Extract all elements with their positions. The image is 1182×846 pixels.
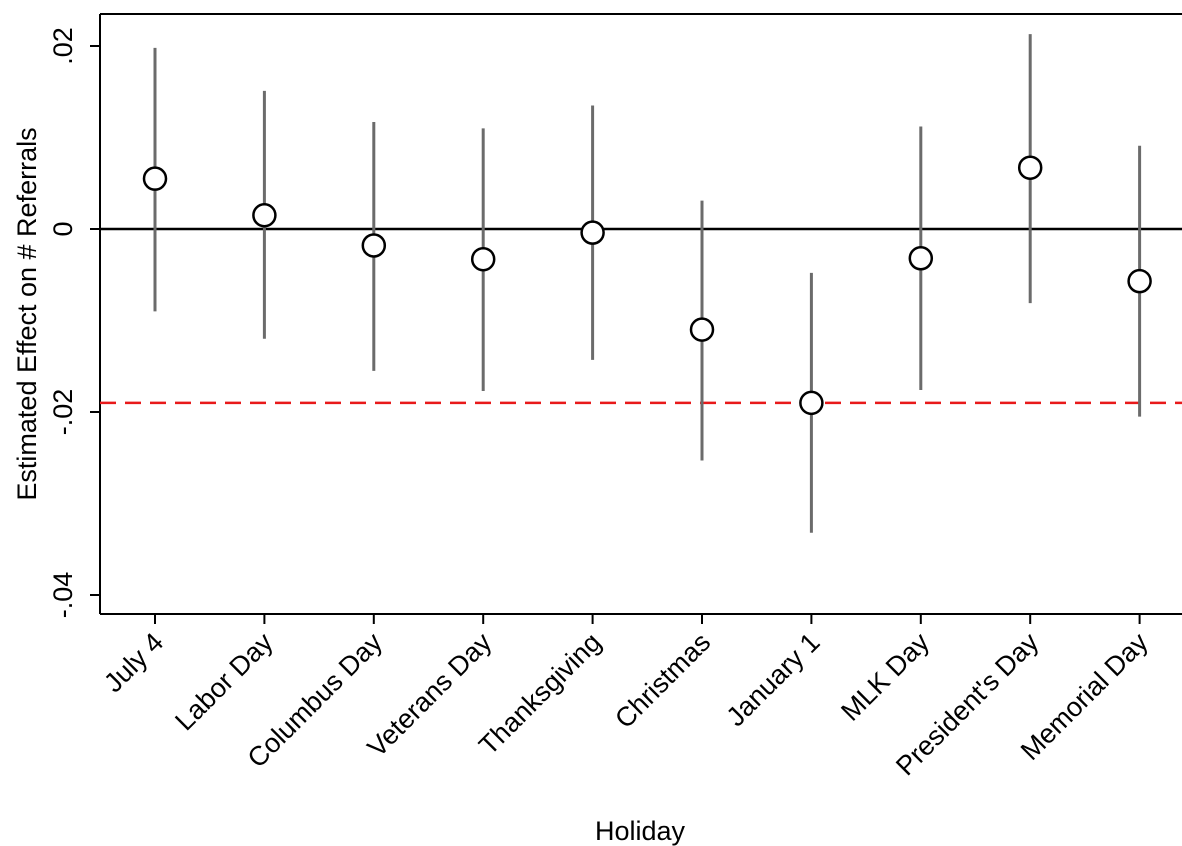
x-tick-label: MLK Day	[835, 627, 935, 727]
y-tick-label: -.02	[48, 389, 78, 436]
estimate-marker	[908, 246, 934, 271]
estimate-marker	[1017, 155, 1043, 180]
plot-frame	[99, 13, 1182, 615]
estimate-marker	[361, 233, 387, 258]
x-tick-label: Christmas	[609, 627, 716, 734]
estimate-marker	[799, 390, 824, 416]
estimate-marker	[252, 203, 277, 228]
x-axis-title: Holiday	[595, 816, 686, 846]
point-estimates	[142, 155, 1152, 416]
y-tick-label: .02	[48, 27, 78, 65]
x-tick-label: Labor Day	[169, 627, 279, 737]
x-tick-label: July 4	[98, 627, 169, 698]
confidence-intervals	[153, 34, 1142, 533]
y-axis: .02 0 -.02 -.04	[48, 27, 100, 618]
estimate-marker	[580, 220, 605, 245]
reference-lines	[100, 227, 1182, 405]
estimate-marker	[470, 246, 496, 272]
y-tick-label: 0	[48, 221, 78, 236]
y-axis-title: Estimated Effect on # Referrals	[12, 127, 42, 500]
x-tick-label: January 1	[721, 627, 826, 732]
y-tick-label: -.04	[48, 572, 78, 619]
estimate-marker	[1127, 268, 1152, 294]
estimate-marker	[689, 317, 715, 342]
estimate-marker	[142, 166, 168, 191]
